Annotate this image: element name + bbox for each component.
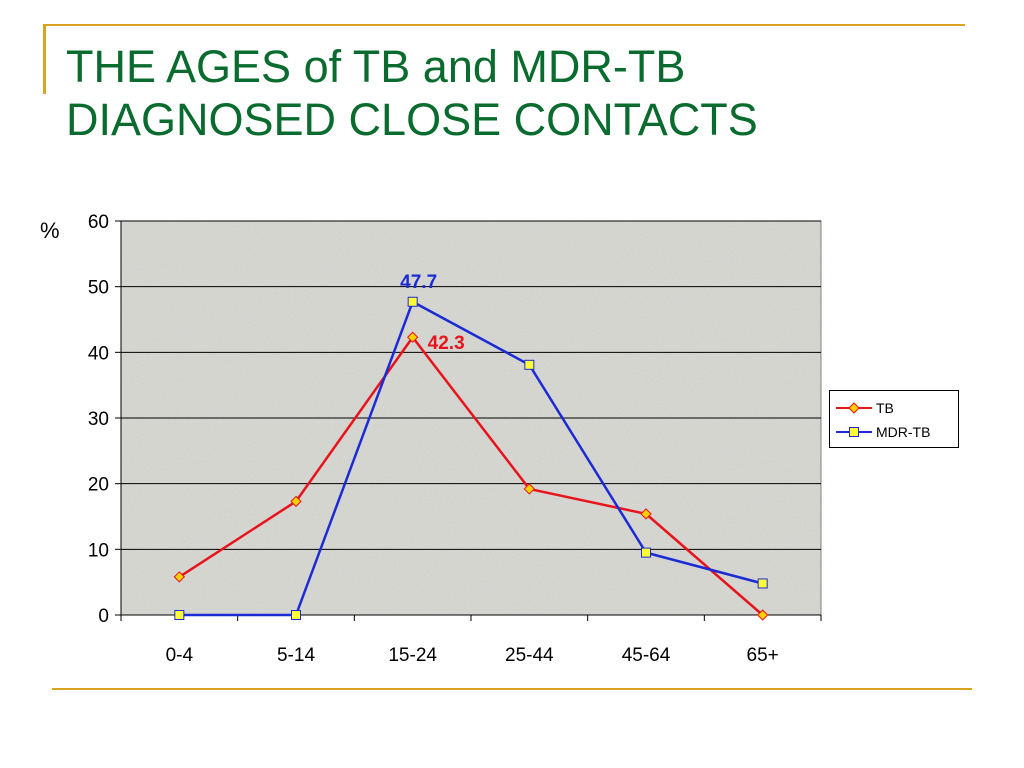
- accent-line-vertical: [43, 24, 46, 94]
- y-tick-label: 0: [98, 606, 109, 627]
- data-label-mdr-tb: 47.7: [400, 272, 437, 293]
- legend-label-mdr-tb: MDR-TB: [876, 424, 931, 440]
- y-tick-label: 40: [88, 343, 109, 364]
- y-tick-label: 20: [88, 475, 109, 496]
- data-point-tb: [640, 508, 652, 520]
- data-point-tb: [290, 495, 302, 508]
- slide-title-line-2: DIAGNOSED CLOSE CONTACTS: [66, 94, 758, 145]
- legend-marker-mdr-tb: [836, 427, 872, 437]
- data-label-tb: 42.3: [428, 333, 465, 354]
- accent-line-bottom: [52, 688, 972, 690]
- accent-line-top: [43, 24, 965, 26]
- x-tick-label: 5-14: [277, 645, 315, 666]
- series-line-mdr-tb: [179, 300, 763, 617]
- y-axis-label: %: [40, 218, 60, 243]
- slide-title-line-1: THE AGES of TB and MDR-TB: [66, 41, 686, 92]
- y-tick-label: 60: [88, 212, 109, 233]
- x-tick-label: 45-64: [622, 645, 671, 666]
- data-point-tb: [523, 483, 536, 495]
- x-tick-label: 15-24: [388, 645, 437, 666]
- chart-legend: TB MDR-TB: [829, 390, 959, 448]
- data-point-mdr-tb: [291, 610, 301, 620]
- data-point-mdr-tb: [174, 610, 185, 620]
- y-tick-label: 10: [88, 540, 109, 561]
- data-point-mdr-tb: [641, 547, 651, 558]
- x-tick-label: 0-4: [166, 645, 194, 666]
- x-tick-label: 25-44: [505, 645, 554, 666]
- data-point-mdr-tb: [757, 578, 768, 589]
- data-point-tb: [756, 609, 769, 621]
- x-tick-label: 65+: [747, 645, 779, 666]
- legend-item-tb: TB: [836, 399, 894, 417]
- data-point-tb: [173, 571, 186, 583]
- data-point-mdr-tb: [407, 296, 418, 307]
- y-tick-label: 50: [88, 278, 109, 299]
- legend-marker-tb: [836, 402, 872, 414]
- legend-item-mdr-tb: MDR-TB: [836, 423, 930, 441]
- y-tick-label: 30: [88, 409, 109, 430]
- series-line-tb: [178, 335, 764, 616]
- legend-label-tb: TB: [876, 400, 894, 416]
- data-point-tb: [406, 331, 419, 343]
- data-point-mdr-tb: [524, 359, 535, 370]
- slide-title: THE AGES of TB and MDR-TB DIAGNOSED CLOS…: [66, 40, 758, 146]
